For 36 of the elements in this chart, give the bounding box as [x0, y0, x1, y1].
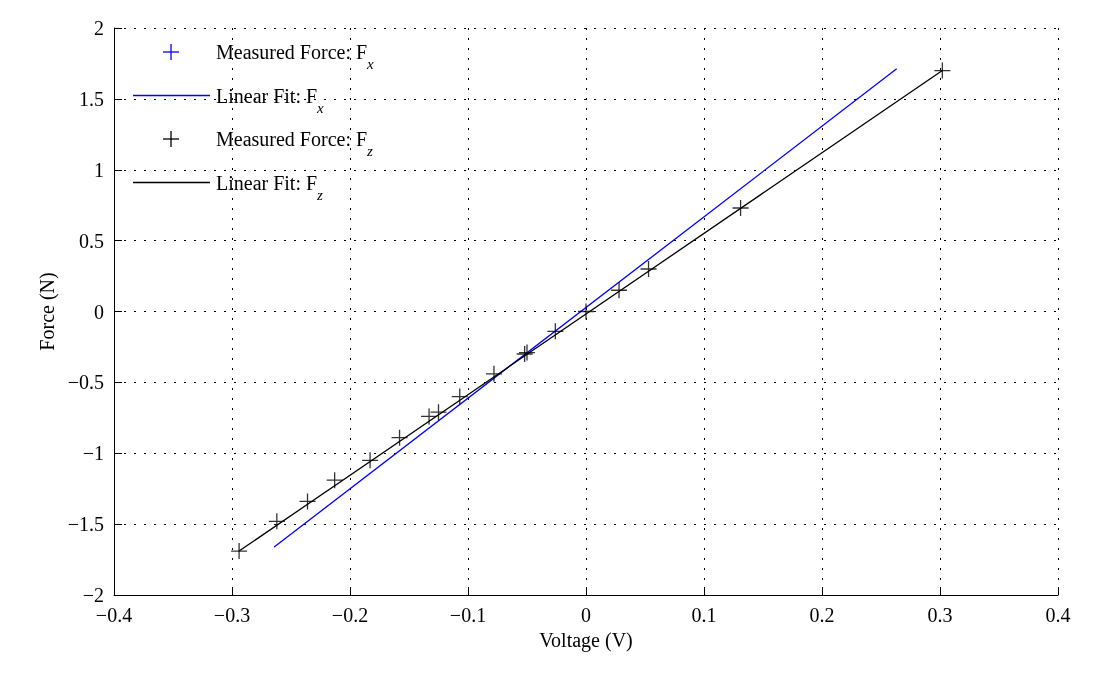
y-tick-label: 1	[94, 158, 104, 181]
point	[731, 199, 750, 217]
y-tick-label: 2	[94, 17, 104, 39]
point	[546, 322, 564, 340]
point	[610, 281, 628, 299]
y-tick-label: 1.5	[79, 87, 104, 110]
point	[268, 512, 286, 530]
point	[485, 365, 503, 383]
point	[361, 451, 379, 469]
x-axis-title: Voltage (V)	[539, 628, 633, 652]
y-tick-label: −2	[82, 584, 104, 606]
y-tick-label: −1	[82, 442, 104, 465]
point	[451, 387, 469, 406]
y-tick-label: 0.5	[79, 229, 104, 252]
point	[298, 492, 317, 511]
point	[230, 542, 248, 560]
point	[390, 429, 409, 447]
x-tick-label: −0.4	[95, 604, 133, 626]
point	[639, 260, 658, 278]
point	[420, 407, 438, 426]
x-tick-label: 0.3	[927, 604, 953, 626]
point	[577, 302, 595, 321]
y-tick-label: −0.5	[67, 371, 104, 394]
x-tick-label: 0	[581, 604, 591, 626]
y-tick-label: −1.5	[67, 513, 104, 536]
x-tick-label: −0.2	[331, 604, 369, 626]
y-tick-label: 0	[94, 300, 104, 323]
x-tick-label: 0.2	[809, 604, 835, 626]
point	[429, 403, 448, 421]
x-tick-label: 0.4	[1045, 604, 1071, 626]
x-tick-label: −0.1	[449, 604, 487, 626]
y-axis-title: Force (N)	[35, 272, 59, 351]
point	[326, 471, 344, 489]
x-tick-label: 0.1	[691, 604, 717, 626]
point	[933, 61, 952, 80]
x-tick-label: −0.3	[213, 604, 251, 626]
